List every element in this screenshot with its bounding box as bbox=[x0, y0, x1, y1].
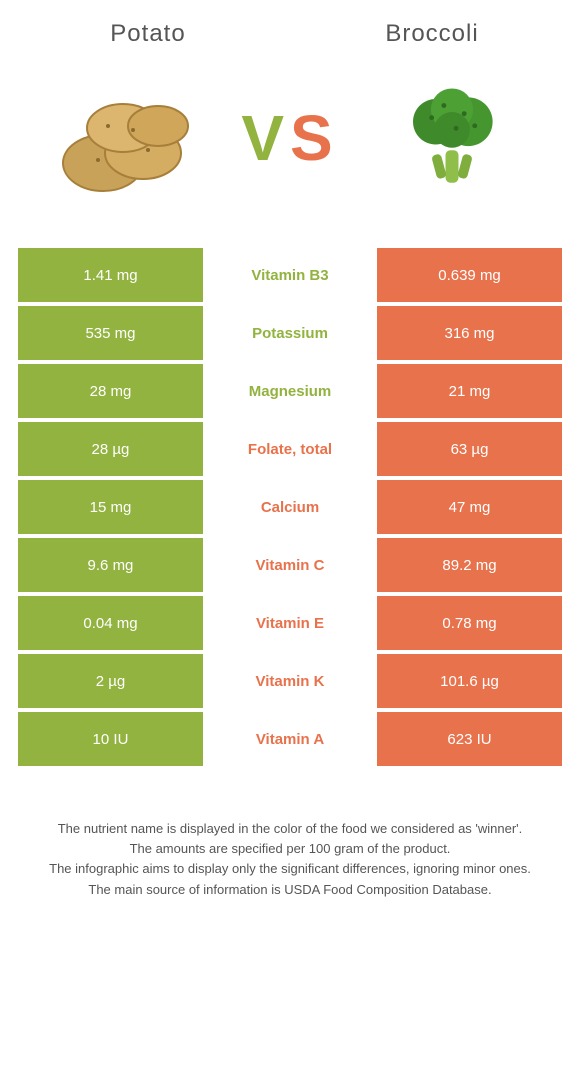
vs-s: S bbox=[290, 102, 339, 174]
table-row: 0.04 mgVitamin E0.78 mg bbox=[18, 596, 562, 650]
footer-line: The infographic aims to display only the… bbox=[28, 860, 552, 878]
table-row: 10 IUVitamin A623 IU bbox=[18, 712, 562, 766]
left-value: 15 mg bbox=[18, 480, 203, 534]
left-value: 9.6 mg bbox=[18, 538, 203, 592]
right-value: 21 mg bbox=[377, 364, 562, 418]
footer-line: The amounts are specified per 100 gram o… bbox=[28, 840, 552, 858]
nutrient-label: Vitamin E bbox=[203, 596, 377, 650]
nutrient-label: Vitamin C bbox=[203, 538, 377, 592]
left-value: 0.04 mg bbox=[18, 596, 203, 650]
table-row: 535 mgPotassium316 mg bbox=[18, 306, 562, 360]
broccoli-icon bbox=[372, 68, 532, 208]
nutrient-label: Calcium bbox=[203, 480, 377, 534]
table-row: 9.6 mgVitamin C89.2 mg bbox=[18, 538, 562, 592]
table-row: 28 µgFolate, total63 µg bbox=[18, 422, 562, 476]
nutrient-label: Vitamin B3 bbox=[203, 248, 377, 302]
right-value: 0.639 mg bbox=[377, 248, 562, 302]
header-images: VS bbox=[18, 68, 562, 248]
potato-icon bbox=[48, 68, 208, 208]
nutrient-label: Folate, total bbox=[203, 422, 377, 476]
table-row: 1.41 mgVitamin B30.639 mg bbox=[18, 248, 562, 302]
right-value: 316 mg bbox=[377, 306, 562, 360]
right-value: 47 mg bbox=[377, 480, 562, 534]
nutrient-label: Potassium bbox=[203, 306, 377, 360]
right-value: 0.78 mg bbox=[377, 596, 562, 650]
infographic-container: Potato Broccoli VS bbox=[0, 0, 580, 911]
table-row: 28 mgMagnesium21 mg bbox=[18, 364, 562, 418]
left-value: 28 mg bbox=[18, 364, 203, 418]
left-value: 535 mg bbox=[18, 306, 203, 360]
right-value: 623 IU bbox=[377, 712, 562, 766]
left-value: 2 µg bbox=[18, 654, 203, 708]
vs-v: V bbox=[241, 102, 290, 174]
footer-notes: The nutrient name is displayed in the co… bbox=[18, 770, 562, 899]
nutrient-label: Vitamin A bbox=[203, 712, 377, 766]
nutrient-label: Magnesium bbox=[203, 364, 377, 418]
nutrient-table: 1.41 mgVitamin B30.639 mg535 mgPotassium… bbox=[18, 248, 562, 766]
footer-line: The nutrient name is displayed in the co… bbox=[28, 820, 552, 838]
nutrient-label: Vitamin K bbox=[203, 654, 377, 708]
left-value: 1.41 mg bbox=[18, 248, 203, 302]
left-value: 28 µg bbox=[18, 422, 203, 476]
vs-label: VS bbox=[241, 101, 338, 175]
header-titles: Potato Broccoli bbox=[18, 10, 562, 68]
right-food-title: Broccoli bbox=[332, 20, 532, 48]
right-value: 89.2 mg bbox=[377, 538, 562, 592]
table-row: 2 µgVitamin K101.6 µg bbox=[18, 654, 562, 708]
right-value: 63 µg bbox=[377, 422, 562, 476]
footer-line: The main source of information is USDA F… bbox=[28, 881, 552, 899]
left-food-title: Potato bbox=[48, 20, 248, 48]
right-value: 101.6 µg bbox=[377, 654, 562, 708]
left-value: 10 IU bbox=[18, 712, 203, 766]
table-row: 15 mgCalcium47 mg bbox=[18, 480, 562, 534]
